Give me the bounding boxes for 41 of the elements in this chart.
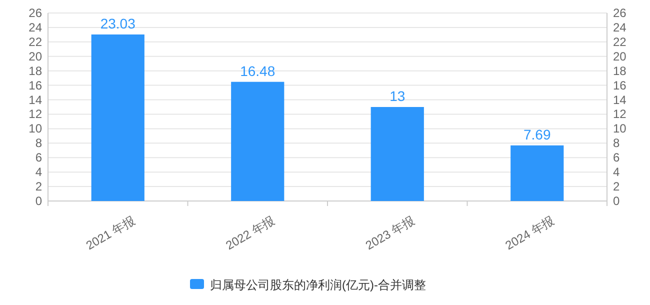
x-tick-label: 2024 年报 xyxy=(502,213,557,253)
y2-tick-label: 6 xyxy=(613,150,620,165)
y2-tick-label: 8 xyxy=(613,136,620,150)
y-tick-label: 6 xyxy=(35,150,42,165)
data-label: 16.48 xyxy=(240,62,276,79)
bar xyxy=(370,107,424,201)
data-label: 23.03 xyxy=(100,15,136,32)
y-tick-label: 10 xyxy=(28,122,42,136)
y-tick-label: 18 xyxy=(28,64,42,78)
legend-label: 归属母公司股东的净利润(亿元)-合并调整 xyxy=(210,278,426,292)
bar xyxy=(231,82,284,201)
x-tick-label: 2023 年报 xyxy=(363,213,417,253)
y2-tick-label: 2 xyxy=(613,180,620,194)
y-tick-label: 22 xyxy=(28,34,42,49)
y-tick-label: 26 xyxy=(28,6,42,20)
bar xyxy=(510,145,564,201)
bar xyxy=(91,34,144,201)
y2-tick-label: 18 xyxy=(613,64,627,78)
y2-tick-label: 12 xyxy=(613,107,627,122)
y2-tick-label: 10 xyxy=(613,122,627,136)
y-tick-label: 20 xyxy=(28,49,42,64)
data-label: 7.69 xyxy=(524,126,551,142)
x-tick-label: 2021 年报 xyxy=(84,213,138,253)
y-tick-label: 14 xyxy=(28,92,42,107)
y-tick-label: 24 xyxy=(28,20,42,34)
y-tick-label: 12 xyxy=(28,107,42,122)
y2-tick-label: 22 xyxy=(613,34,627,49)
y-tick-label: 8 xyxy=(35,136,42,150)
y2-tick-label: 26 xyxy=(613,6,627,20)
y2-tick-label: 16 xyxy=(613,78,627,92)
y-tick-label: 16 xyxy=(28,78,42,92)
y-tick-label: 2 xyxy=(35,180,42,194)
y2-tick-label: 0 xyxy=(613,194,620,208)
y-tick-label: 0 xyxy=(35,194,42,208)
y2-tick-label: 4 xyxy=(613,165,620,180)
y2-tick-label: 24 xyxy=(613,20,627,34)
y-tick-label: 4 xyxy=(35,165,42,180)
y2-tick-label: 14 xyxy=(613,92,627,107)
y2-tick-label: 20 xyxy=(613,49,627,64)
x-tick-label: 2022 年报 xyxy=(223,213,278,253)
data-label: 13 xyxy=(390,88,406,104)
